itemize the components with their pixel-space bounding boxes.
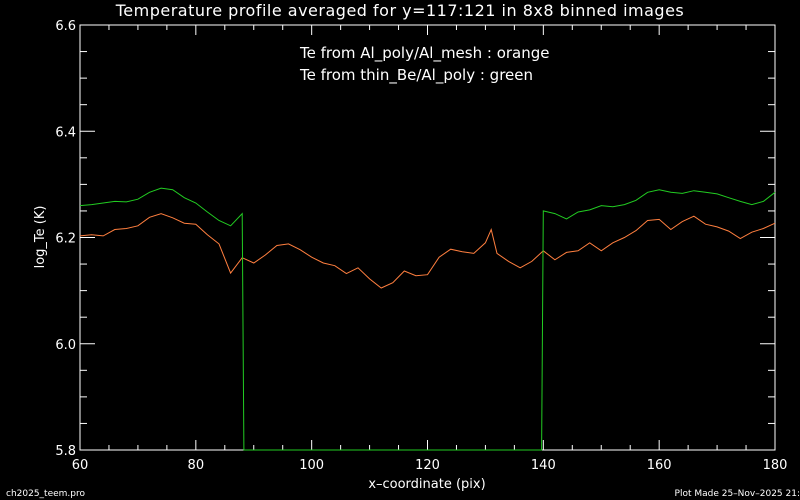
y-axis-label: log_Te (K) [33,206,48,269]
footer-plot-date: Plot Made 25–Nov–2025 21: [674,489,800,499]
series-orange-line [79,213,776,289]
tick-labels: 60 80 100 120 140 160 180 5.8 6.0 6.2 6.4 6.6 [55,19,787,473]
x-tick-label: 160 [647,458,672,473]
legend-note-orange: Te from Al_poly/Al_mesh : orange [300,44,550,62]
x-tick-label: 140 [531,458,556,473]
y-tick-label: 6.6 [55,19,76,34]
series-green-line [79,187,776,451]
x-tick-label: 80 [188,458,205,473]
y-tick-label: 6.0 [55,338,76,353]
x-tick-label: 120 [415,458,440,473]
x-axis-label: x–coordinate (pix) [368,477,485,492]
footer-program-name: ch2025_teem.pro [6,489,86,499]
x-tick-label: 100 [299,458,324,473]
legend-note-green: Te from thin_Be/Al_poly : green [300,66,534,84]
y-tick-label: 6.2 [55,232,76,247]
axis-ticks [79,24,776,451]
y-tick-label: 6.4 [55,125,76,140]
x-tick-label: 60 [72,458,89,473]
plot-frame [79,24,776,451]
chart-title: Temperature profile averaged for y=117:1… [115,1,685,20]
y-tick-label: 5.8 [55,444,76,459]
series-lines [79,187,776,451]
x-tick-label: 180 [763,458,788,473]
